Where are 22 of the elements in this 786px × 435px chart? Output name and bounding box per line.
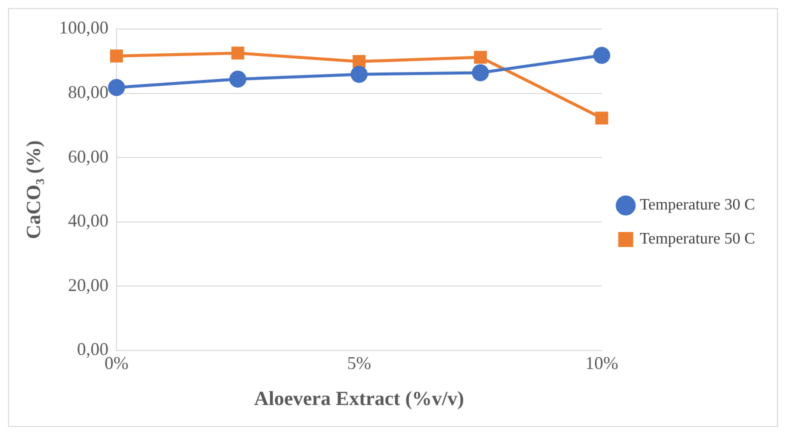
y-tick-label: 60,00 — [68, 146, 108, 166]
y-tick-label: 20,00 — [68, 274, 108, 295]
point — [352, 55, 366, 68]
legend-label: Temperature 30 C — [640, 196, 755, 214]
point — [108, 78, 125, 96]
point — [350, 66, 368, 83]
y-axis-title: CaCO₃ (%) — [23, 140, 46, 240]
point — [472, 64, 489, 82]
x-tick-label: 10% — [585, 352, 618, 373]
y-tick-label: 80,00 — [68, 82, 108, 102]
point — [229, 70, 246, 88]
legend-label: Temperature 50 C — [640, 230, 755, 248]
y-tick-label: 100,00 — [59, 18, 108, 38]
x-tick-label: 5% — [347, 352, 372, 373]
x-axis-title: Aloevera Extract (%v/v) — [254, 388, 464, 410]
point — [231, 46, 244, 60]
point — [110, 50, 123, 62]
point — [593, 46, 610, 64]
y-tick-label: 0,00 — [77, 339, 108, 360]
y-tick-label: 40,00 — [68, 210, 108, 231]
point — [595, 112, 608, 124]
point — [474, 50, 487, 64]
